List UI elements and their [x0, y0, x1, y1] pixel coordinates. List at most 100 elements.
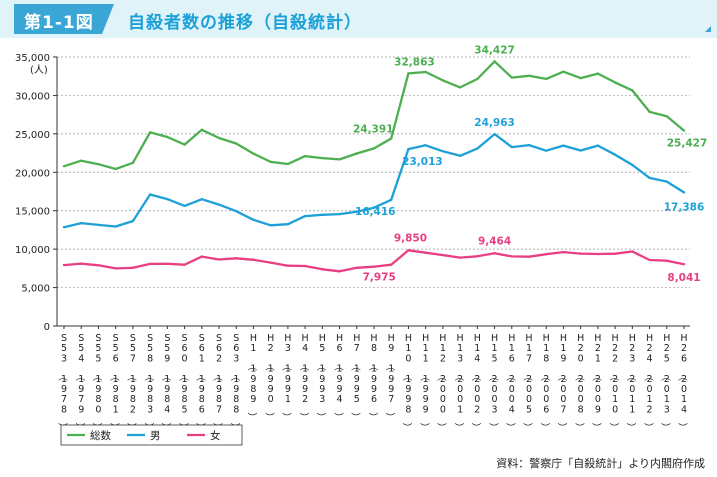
data-point	[97, 223, 100, 227]
data-point	[510, 76, 513, 79]
data-point	[217, 258, 221, 261]
x-tick-label: H 1 7 （2 0 0 5）	[521, 333, 533, 432]
data-label: 16,416	[355, 206, 396, 218]
data-point	[269, 160, 272, 164]
chart-legend: 総数 男 女	[60, 424, 243, 446]
x-tick-label: H 6 （1 9 9 4）	[332, 333, 344, 422]
data-point	[183, 263, 186, 266]
y-tick-label: 25,000	[15, 130, 50, 141]
data-point	[562, 250, 565, 254]
x-tick-label: H 1 1 （1 9 9 9）	[418, 333, 430, 432]
data-point	[424, 70, 427, 74]
x-tick-label: H 1 9 （2 0 0 7）	[556, 333, 568, 432]
data-point	[355, 266, 358, 270]
y-tick-label: 10,000	[15, 245, 50, 256]
data-point	[114, 267, 117, 270]
y-tick-label: 5,000	[21, 284, 50, 295]
data-point	[527, 143, 531, 147]
data-point	[407, 249, 410, 252]
data-label: 9,850	[394, 232, 427, 244]
data-point	[665, 259, 668, 262]
data-point	[493, 132, 496, 136]
data-point	[631, 250, 634, 253]
y-axis-ticks: 0 5,000 10,000 15,000 20,000 25,000 30,000 35,0…	[15, 53, 57, 333]
data-point	[303, 154, 307, 158]
data-point	[372, 206, 376, 209]
data-label: 24,391	[353, 124, 394, 136]
y-tick-label: 35,000	[15, 53, 50, 64]
x-tick-label: H 1 6 （2 0 0 4）	[504, 333, 516, 432]
data-point	[286, 162, 290, 166]
data-point	[148, 262, 152, 266]
data-point	[97, 264, 100, 267]
data-point	[390, 198, 393, 202]
data-point	[148, 193, 152, 196]
x-tick-label: H 2 2 （2 0 1 0）	[607, 333, 619, 432]
data-point	[682, 191, 686, 194]
x-tick-label: H 8 （1 9 9 6）	[366, 333, 378, 422]
data-point	[665, 115, 668, 118]
x-tick-label: H 1 2 （2 0 0 0）	[435, 333, 447, 432]
data-point	[648, 110, 651, 114]
chart-series	[62, 60, 686, 273]
data-point	[183, 143, 186, 146]
data-point	[235, 257, 238, 260]
data-point	[148, 131, 152, 134]
chart-annotations: 24,391 32,863 34,427 25,427 16,416 23,013 24,9…	[353, 44, 707, 284]
x-tick-label: H 5 （1 9 9 3）	[315, 333, 327, 422]
data-point	[166, 197, 169, 201]
data-point	[613, 153, 617, 156]
data-point	[510, 255, 513, 258]
data-point	[579, 252, 582, 255]
x-tick-label: H 2 6 （2 0 1 4）	[676, 333, 688, 432]
data-point	[338, 158, 341, 161]
data-point	[114, 167, 117, 171]
x-tick-label: H 7 （1 9 9 5）	[349, 333, 361, 422]
data-point	[441, 253, 445, 257]
data-point	[303, 214, 307, 218]
data-label: 34,427	[474, 44, 515, 56]
data-point	[648, 176, 651, 180]
data-point	[321, 213, 324, 217]
x-tick-label: H 1 5 （2 0 0 3）	[487, 333, 499, 432]
data-point	[338, 212, 341, 216]
data-point	[545, 77, 548, 81]
data-point	[62, 225, 66, 229]
x-tick-label: H 1 8 （2 0 0 6）	[538, 333, 550, 432]
data-point	[80, 262, 83, 265]
data-point	[562, 144, 565, 147]
x-tick-label: H 1 3 （2 0 0 1）	[452, 333, 464, 432]
data-point	[390, 263, 393, 266]
data-label: 32,863	[394, 56, 435, 68]
data-point	[493, 252, 496, 255]
data-label: 17,386	[664, 201, 705, 213]
data-point	[200, 255, 203, 258]
data-point	[252, 152, 255, 155]
y-tick-label: 15,000	[15, 207, 50, 218]
data-point	[269, 224, 272, 227]
data-point	[200, 128, 203, 132]
data-point	[665, 180, 668, 183]
data-point	[545, 149, 548, 152]
data-point	[338, 270, 341, 273]
data-point	[424, 251, 427, 254]
data-point	[458, 86, 462, 89]
source-note: 資料：警察庁「自殺統計」より内閣府作成	[496, 457, 705, 470]
data-point	[407, 147, 410, 151]
data-point	[217, 203, 221, 206]
data-point	[166, 262, 169, 266]
x-tick-label: H 4 （1 9 9 2）	[297, 333, 309, 422]
data-point	[62, 165, 66, 168]
data-point	[235, 142, 238, 145]
chart-axes	[56, 57, 690, 327]
data-point	[527, 255, 531, 258]
data-point	[235, 210, 238, 213]
figure-title: 自殺者数の推移（自殺統計）	[128, 13, 362, 33]
x-tick-label: H 3 （1 9 9 1）	[280, 333, 292, 422]
